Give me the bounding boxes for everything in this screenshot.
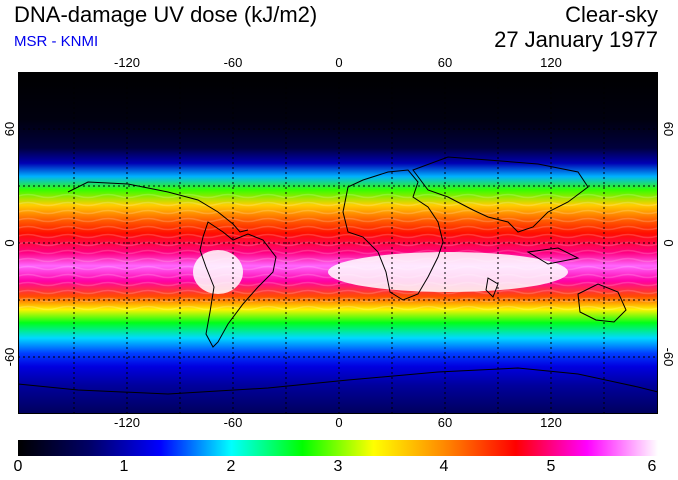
lon-tick-bottom: 120 bbox=[540, 415, 562, 430]
map-title: DNA-damage UV dose (kJ/m2) bbox=[14, 2, 318, 27]
lon-tick-top: 120 bbox=[540, 55, 562, 70]
scale-label: 2 bbox=[226, 458, 236, 475]
lon-tick-bottom: -60 bbox=[224, 415, 243, 430]
date-label: 27 January 1977 bbox=[494, 27, 658, 52]
map-frame bbox=[18, 72, 658, 414]
scale-label: 5 bbox=[546, 458, 556, 475]
lat-tick-right: 60 bbox=[661, 122, 676, 136]
source-label: MSR - KNMI bbox=[14, 33, 99, 50]
graticule bbox=[18, 72, 658, 414]
scale-label: 3 bbox=[333, 458, 343, 475]
color-scale-bar bbox=[18, 440, 658, 456]
scale-label: 4 bbox=[439, 458, 449, 475]
lon-tick-top: 60 bbox=[438, 55, 452, 70]
coastlines bbox=[18, 156, 658, 395]
lon-tick-top: 0 bbox=[335, 55, 342, 70]
uv-dose-map bbox=[18, 72, 658, 414]
scale-label: 0 bbox=[13, 458, 23, 475]
lon-tick-top: -120 bbox=[114, 55, 140, 70]
lat-tick-left: 0 bbox=[2, 239, 17, 246]
lat-tick-right: -60 bbox=[661, 348, 676, 367]
lon-tick-top: -60 bbox=[224, 55, 243, 70]
scale-label: 1 bbox=[119, 458, 129, 475]
map-axis-labels: -120 -60 0 60 120 -120 -60 0 60 120 60 0… bbox=[2, 55, 676, 430]
lat-tick-left: 60 bbox=[2, 122, 17, 136]
lon-tick-bottom: 0 bbox=[335, 415, 342, 430]
high-dose-region bbox=[193, 250, 243, 294]
lon-tick-bottom: 60 bbox=[438, 415, 452, 430]
sky-condition-label: Clear-sky bbox=[565, 2, 658, 27]
scale-label: 6 bbox=[647, 458, 657, 475]
lat-tick-left: -60 bbox=[2, 348, 17, 367]
lon-tick-bottom: -120 bbox=[114, 415, 140, 430]
lat-tick-right: 0 bbox=[661, 239, 676, 246]
